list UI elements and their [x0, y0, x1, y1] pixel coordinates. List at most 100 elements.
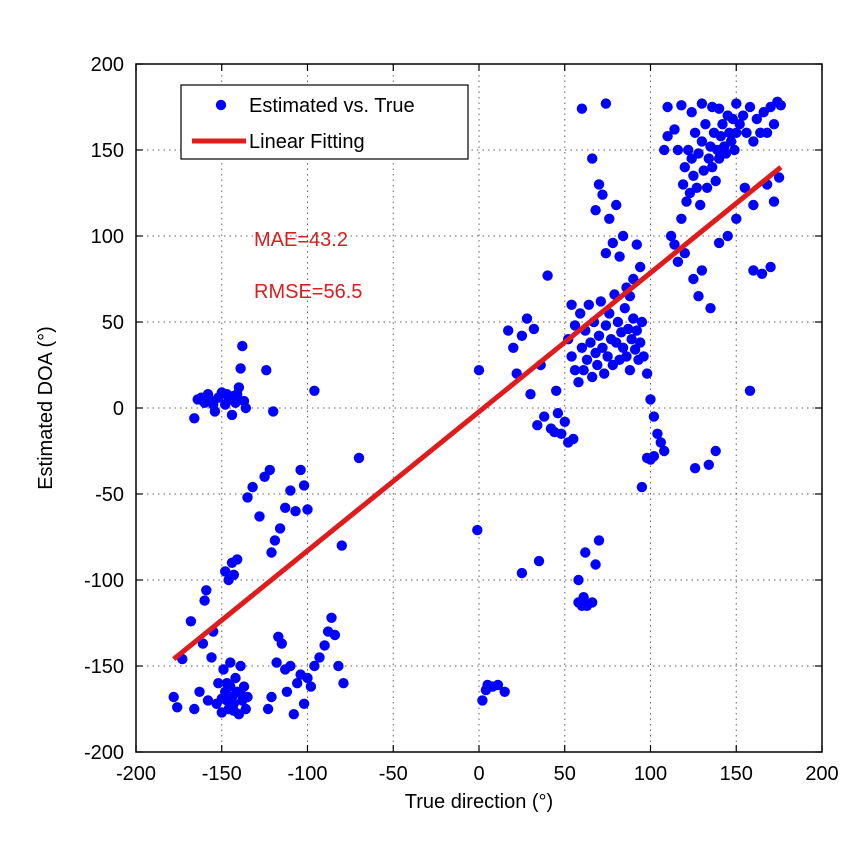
x-tick-label: 100	[634, 763, 667, 785]
scatter-point	[689, 463, 701, 474]
scatter-point	[593, 330, 605, 341]
scatter-point	[688, 170, 699, 181]
x-tick-label: -100	[287, 763, 327, 785]
scatter-point	[701, 182, 713, 193]
scatter-point	[288, 709, 299, 720]
scatter-point	[230, 672, 241, 684]
y-tick-label: -50	[95, 484, 124, 506]
scatter-point	[172, 702, 183, 713]
scatter-point	[329, 629, 341, 641]
scatter-point	[631, 325, 642, 336]
y-tick-label: 0	[113, 398, 124, 420]
y-tick-label: -200	[84, 742, 124, 764]
scatter-point	[710, 445, 721, 457]
scatter-point	[648, 411, 660, 422]
scatter-point	[652, 428, 663, 439]
scatter-point	[695, 199, 706, 211]
x-tick-label: -50	[379, 763, 408, 785]
rmse-annotation: RMSE=56.5	[254, 281, 362, 303]
scatter-point	[696, 265, 708, 276]
scatter-point	[679, 162, 690, 173]
scatter-point	[492, 679, 504, 691]
scatter-point	[705, 303, 716, 314]
scatter-point	[503, 325, 514, 336]
scatter-point	[689, 127, 701, 138]
scatter-point	[595, 296, 606, 307]
scatter-point	[665, 230, 677, 242]
scatter-point	[604, 213, 615, 224]
scatter-point	[669, 239, 680, 250]
scatter-point	[717, 119, 728, 130]
scatter-point	[569, 365, 581, 376]
scatter-point	[648, 451, 660, 462]
scatter-point	[659, 144, 670, 156]
scatter-point	[737, 110, 749, 121]
scatter-point	[168, 691, 179, 703]
scatter-point	[264, 464, 275, 476]
scatter-point	[290, 506, 301, 517]
scatter-point	[768, 196, 780, 207]
scatter-point	[636, 316, 648, 328]
legend-entry-fit: Linear Fitting	[249, 131, 365, 153]
scatter-point	[221, 678, 233, 689]
scatter-point	[477, 695, 488, 706]
scatter-point	[189, 413, 200, 424]
scatter-point	[593, 535, 605, 546]
x-axis-label: True direction (°)	[405, 791, 553, 813]
scatter-point	[221, 389, 233, 400]
scatter-point	[636, 481, 648, 493]
scatter-point	[201, 585, 212, 596]
scatter-point	[713, 103, 725, 114]
scatter-point	[611, 199, 622, 211]
axis-ticks	[135, 63, 823, 753]
scatter-point	[612, 316, 624, 328]
scatter-point	[338, 678, 349, 689]
scatter-point	[761, 127, 773, 138]
scatter-point	[575, 308, 586, 319]
scatter-point	[336, 540, 347, 551]
x-tick-label: -150	[202, 763, 242, 785]
scatter-point	[590, 559, 601, 570]
scatter-point	[725, 136, 737, 147]
tick-labels: -200 -150 -100 -50 0 50 100 150 200 -200 -150 -100 -…	[84, 54, 839, 785]
scatter-point	[559, 416, 570, 427]
y-axis-label: Estimated DOA (°)	[35, 326, 57, 490]
x-tick-label: -200	[116, 763, 156, 785]
scatter-point	[213, 678, 224, 689]
scatter-point	[235, 363, 246, 374]
scatter-point	[247, 481, 258, 493]
scatter-point	[581, 354, 593, 365]
scatter-point	[266, 547, 277, 558]
legend-entry-scatter: Estimated vs. True	[249, 95, 415, 117]
scatter-point	[202, 695, 214, 706]
scatter-point	[713, 237, 725, 249]
scatter-point	[710, 175, 721, 187]
y-tick-label: 150	[91, 140, 124, 162]
scatter-point	[237, 340, 248, 352]
scatter-point	[556, 428, 567, 439]
scatter-point	[573, 377, 584, 388]
scatter-point	[326, 612, 337, 623]
scatter-point	[280, 502, 291, 513]
scatter-point	[731, 213, 742, 224]
scatter-point	[677, 179, 689, 190]
scatter-point	[631, 239, 642, 250]
scatter-point	[218, 664, 229, 675]
scatter-point	[302, 672, 313, 684]
scatter-point	[602, 351, 613, 362]
scatter-point	[691, 182, 702, 193]
scatter-point	[566, 299, 577, 310]
scatter-point	[679, 248, 690, 259]
scatter-point	[621, 351, 632, 362]
scatter-point	[659, 445, 670, 457]
scatter-point	[715, 131, 726, 142]
scatter-point	[580, 547, 591, 558]
scatter-point	[185, 616, 197, 627]
scatter-point	[700, 119, 711, 130]
scatter-point	[551, 385, 562, 396]
y-tick-label: -100	[84, 570, 124, 592]
scatter-point	[516, 330, 528, 341]
scatter-point	[626, 334, 637, 345]
grid-lines	[136, 64, 822, 752]
